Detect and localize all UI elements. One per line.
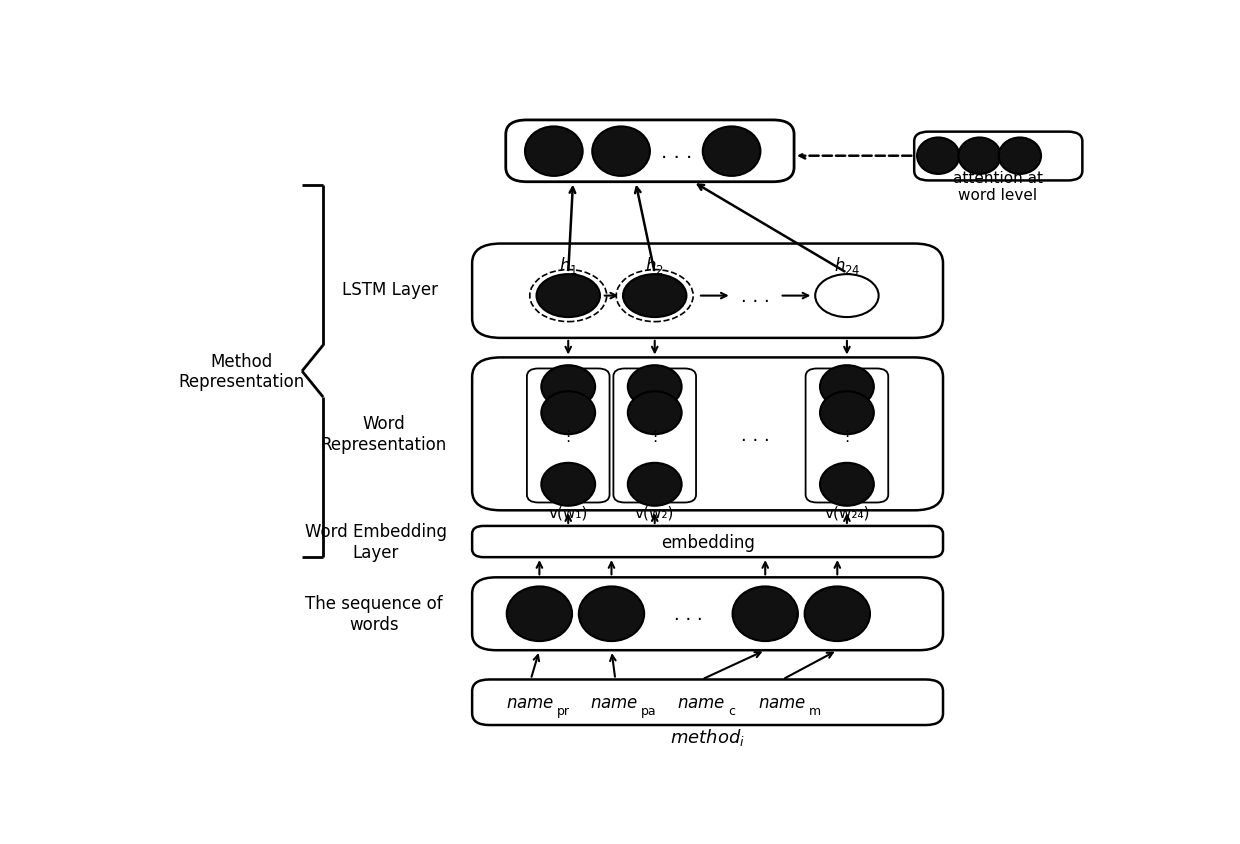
Text: m: m [808,705,821,717]
Ellipse shape [579,587,644,641]
Text: LSTM Layer: LSTM Layer [342,281,439,299]
Ellipse shape [627,365,682,408]
Ellipse shape [507,587,572,641]
Ellipse shape [820,392,874,435]
Text: $\mathit{name}$: $\mathit{name}$ [758,694,806,711]
Ellipse shape [815,275,879,317]
Ellipse shape [918,138,960,175]
Ellipse shape [998,138,1042,175]
Text: . . .: . . . [742,427,770,445]
FancyBboxPatch shape [506,121,794,182]
Text: Word
Representation: Word Representation [321,414,446,453]
Ellipse shape [703,127,760,176]
Text: Method
Representation: Method Representation [179,352,305,391]
Ellipse shape [542,392,595,435]
Text: $h_2$: $h_2$ [645,255,665,275]
Ellipse shape [622,275,687,317]
Ellipse shape [542,463,595,506]
FancyBboxPatch shape [914,133,1083,181]
Text: pa: pa [641,705,657,717]
Text: ⋮: ⋮ [839,429,854,443]
FancyBboxPatch shape [614,369,696,503]
Text: v(w₂₄): v(w₂₄) [825,505,869,520]
Ellipse shape [805,587,870,641]
Text: $\mathit{name}$: $\mathit{name}$ [506,694,554,711]
Text: $h_{24}$: $h_{24}$ [833,255,861,275]
Text: c: c [728,705,735,717]
Text: $\mathit{name}$: $\mathit{name}$ [677,694,725,711]
Ellipse shape [593,127,650,176]
FancyBboxPatch shape [472,244,944,338]
Text: $h_1$: $h_1$ [559,255,578,275]
Ellipse shape [733,587,797,641]
Ellipse shape [627,392,682,435]
Text: pr: pr [557,705,569,717]
Text: . . .: . . . [661,143,692,161]
FancyBboxPatch shape [472,358,944,511]
Text: v(w₁): v(w₁) [548,505,588,520]
Ellipse shape [525,127,583,176]
Text: . . .: . . . [675,605,703,623]
Ellipse shape [537,275,600,317]
FancyBboxPatch shape [472,577,944,651]
Text: Word Embedding
Layer: Word Embedding Layer [305,522,448,561]
Text: attention at
word level: attention at word level [952,170,1043,203]
Ellipse shape [820,463,874,506]
FancyBboxPatch shape [472,679,944,725]
Text: $\mathit{method}_i$: $\mathit{method}_i$ [670,727,745,747]
Ellipse shape [959,138,1001,175]
Ellipse shape [542,365,595,408]
Ellipse shape [820,365,874,408]
Text: v(w₂): v(w₂) [635,505,675,520]
Ellipse shape [627,463,682,506]
Text: The sequence of
words: The sequence of words [305,595,443,633]
FancyBboxPatch shape [527,369,610,503]
Text: . . .: . . . [742,287,770,306]
Text: $\mathit{name}$: $\mathit{name}$ [590,694,639,711]
Text: embedding: embedding [661,533,754,551]
Text: ⋮: ⋮ [560,429,575,443]
FancyBboxPatch shape [806,369,888,503]
Text: ⋮: ⋮ [647,429,662,443]
FancyBboxPatch shape [472,527,944,558]
